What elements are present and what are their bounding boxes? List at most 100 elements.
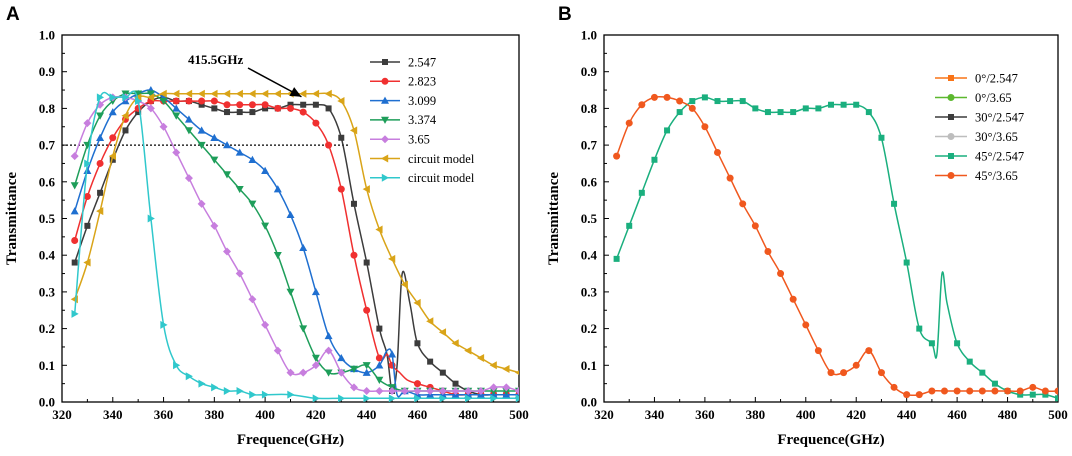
pa-series-4-point <box>400 386 409 395</box>
pa-series-5-point <box>210 89 218 98</box>
pa-series-1-point <box>223 101 231 109</box>
pa-series-0-point <box>312 101 319 108</box>
pa-x-tick-label: 460 <box>408 407 428 422</box>
pa-series-4-point <box>235 269 244 278</box>
pa-series-1-point <box>109 134 117 142</box>
pa-series-2-point <box>172 104 181 112</box>
pa-series-3-point <box>349 365 358 373</box>
pa-series-1-point <box>312 119 320 127</box>
pb-y-tick-label: 0.2 <box>581 321 597 336</box>
pa-series-2-point <box>261 166 270 174</box>
pa-series-6-point <box>363 394 371 402</box>
pb-legend-marker <box>947 94 955 101</box>
pa-series-1-point <box>134 104 142 112</box>
pb-series-4-point <box>815 105 822 112</box>
pa-series-5-point <box>451 339 459 348</box>
pa-x-axis-title: Frequence(GHz) <box>237 432 344 448</box>
pb-x-tick-label: 480 <box>998 407 1018 422</box>
pa-series-1-point <box>198 97 206 105</box>
pa-series-1-point <box>274 104 282 112</box>
pa-series-4-point <box>375 386 384 395</box>
pa-series-0-point <box>135 109 142 116</box>
pa-series-0-point <box>376 325 383 332</box>
pb-series-4-point <box>865 109 872 116</box>
pb-series-4-point <box>840 101 847 108</box>
pa-series-line-0 <box>73 96 519 396</box>
pb-y-tick-label: 0.4 <box>581 248 598 263</box>
pb-series-4-point <box>1029 391 1036 398</box>
pa-series-1-point <box>185 97 193 105</box>
pb-y-tick-label: 0.6 <box>581 174 598 189</box>
pa-series-0-point <box>97 189 104 196</box>
pa-series-6-point <box>198 379 206 388</box>
pb-series-4-point <box>714 98 721 105</box>
pa-series-3-point <box>184 127 193 135</box>
pa-series-0-point <box>236 109 243 116</box>
pb-series-4-point <box>664 127 671 134</box>
pa-series-4-point <box>362 386 371 395</box>
pa-series-1-point <box>287 104 294 112</box>
pa-legend-marker <box>381 77 389 85</box>
pa-y-tick-label: 0.1 <box>39 358 55 373</box>
pb-series-5-point <box>827 369 835 377</box>
pa-series-4-point <box>70 152 79 161</box>
pa-series-6-point <box>160 320 168 329</box>
pb-series-5-point <box>625 119 633 127</box>
pa-series-4-point <box>248 295 257 304</box>
pb-series-5-point <box>701 123 709 131</box>
pa-series-4-point <box>83 119 92 128</box>
pa-series-1-point <box>388 361 396 369</box>
pa-series-1-point <box>210 97 218 105</box>
pb-x-tick-label: 420 <box>846 407 866 422</box>
pa-series-5-point <box>311 89 320 98</box>
pb-y-tick-label: 0.8 <box>581 101 598 116</box>
pb-series-4-point <box>676 109 683 116</box>
pb-series-4-point <box>1055 395 1058 402</box>
pa-series-4-point <box>489 383 498 392</box>
pa-series-0-point <box>427 358 434 365</box>
pb-series-4-point <box>891 200 898 207</box>
pa-x-tick-label: 480 <box>458 407 478 422</box>
pb-series-5-point <box>1041 387 1049 395</box>
pa-series-3-point <box>299 325 308 333</box>
panel-label-a: A <box>6 4 20 25</box>
pa-series-0-point <box>414 340 421 347</box>
pb-series-5-point <box>915 391 923 399</box>
pb-legend-marker <box>948 153 954 159</box>
pa-series-5-point <box>172 89 180 98</box>
pa-series-3-point <box>70 182 79 190</box>
pa-series-4-point <box>299 368 308 377</box>
pa-legend-marker <box>381 173 389 182</box>
pa-series-5-point <box>349 126 358 135</box>
pa-series-3-point <box>134 90 143 98</box>
pa-series-6-point <box>465 394 473 402</box>
pa-annotation-arrow-head <box>289 87 302 97</box>
pa-series-3-point <box>261 222 270 230</box>
pb-series-4-point <box>626 222 633 229</box>
pa-legend-marker <box>381 154 389 163</box>
pb-series-5-point <box>714 148 721 156</box>
pa-series-2-point <box>375 361 384 369</box>
pa-x-tick-label: 380 <box>205 407 225 422</box>
pa-series-0-point <box>198 101 205 108</box>
pa-series-6-point <box>173 361 181 370</box>
pa-series-3-point <box>324 369 333 377</box>
pb-y-tick-label: 0.1 <box>581 358 597 373</box>
pa-legend-label: circuit model <box>408 171 475 185</box>
pb-legend-label: 30°/2.547 <box>975 110 1024 124</box>
pb-series-5-point <box>726 174 734 182</box>
pb-series-4-point <box>928 340 935 347</box>
pa-series-4-point <box>349 383 358 392</box>
pa-series-5-point <box>184 89 193 98</box>
pb-series-5-point <box>663 93 671 101</box>
pa-series-4-point <box>197 199 206 208</box>
pa-series-0-point <box>249 109 256 116</box>
pa-series-line-4 <box>73 95 519 393</box>
pb-x-tick-label: 400 <box>796 407 816 422</box>
pa-series-1-point <box>71 237 79 245</box>
pb-series-5-point <box>814 347 822 355</box>
pb-series-4-point <box>790 109 797 116</box>
pa-series-6-point <box>147 214 155 223</box>
pa-series-5-point <box>121 111 129 120</box>
panel-a-chart: A 320 340 360 380 400 420 440 460 480 500 0.0 0.1 0.… <box>4 4 529 448</box>
